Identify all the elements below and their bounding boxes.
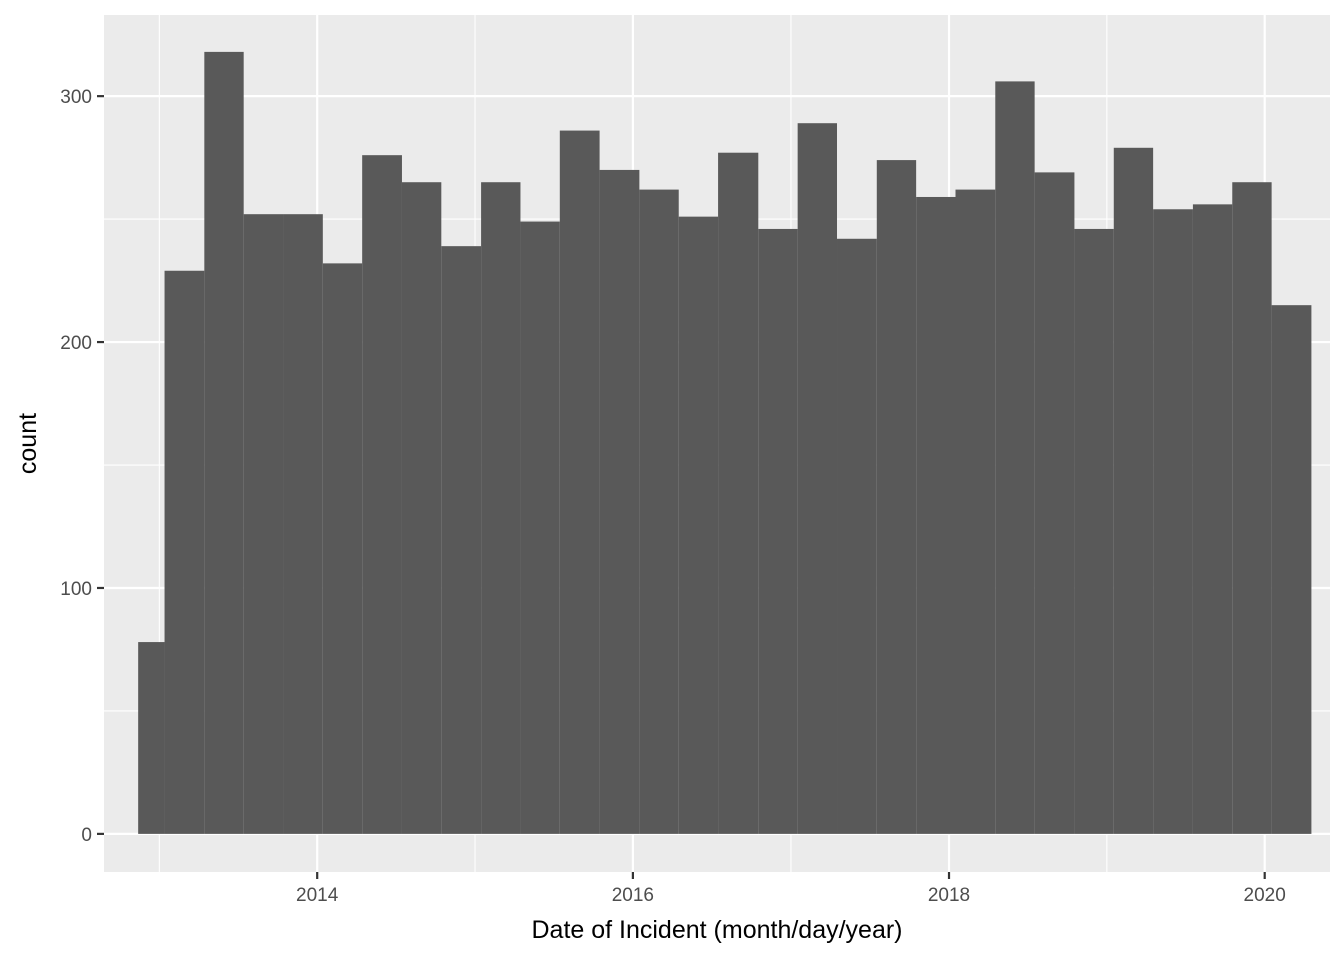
- histogram-bar: [955, 189, 996, 834]
- histogram-bar: [718, 152, 759, 834]
- histogram-bar: [639, 189, 679, 834]
- histogram-bar: [204, 51, 244, 834]
- histogram-bar: [995, 81, 1035, 834]
- histogram-bar: [1271, 305, 1312, 834]
- histogram-bar: [758, 228, 798, 834]
- histogram-bar: [441, 246, 482, 834]
- histogram-bar: [599, 169, 640, 834]
- histogram-bar: [1034, 172, 1075, 834]
- histogram-bar: [401, 182, 442, 834]
- y-tick-label: 0: [81, 825, 92, 846]
- y-axis-title: count: [14, 413, 42, 474]
- x-tick-label: 2014: [296, 885, 339, 906]
- histogram-bar: [481, 182, 521, 834]
- histogram-bar: [1153, 209, 1193, 834]
- y-axis: 0 100 200 300: [60, 87, 104, 846]
- histogram-bar: [1232, 182, 1272, 834]
- y-tick-label: 300: [60, 87, 92, 108]
- x-tick-label: 2018: [928, 885, 970, 906]
- histogram-bar: [243, 214, 284, 834]
- histogram-bar: [520, 221, 560, 834]
- y-tick-label: 100: [60, 579, 92, 600]
- histogram-bar: [362, 155, 402, 834]
- x-axis-title: Date of Incident (month/day/year): [531, 916, 902, 944]
- y-tick-label: 200: [60, 333, 92, 354]
- histogram-bar: [1074, 228, 1114, 834]
- x-tick-label: 2016: [612, 885, 654, 906]
- histogram-bar: [678, 216, 719, 834]
- histogram-bar: [559, 130, 600, 834]
- histogram-bar: [138, 642, 165, 834]
- histogram-bar: [164, 270, 205, 834]
- x-axis: 2014 2016 2018 2020: [296, 872, 1286, 906]
- histogram-bar: [916, 196, 956, 834]
- histogram-bar: [322, 263, 363, 834]
- x-tick-label: 2020: [1244, 885, 1286, 906]
- histogram-bar: [1113, 147, 1154, 834]
- histogram-bars: [138, 51, 1312, 834]
- histogram-bar: [797, 123, 838, 834]
- histogram-bar: [876, 160, 917, 834]
- histogram-bar: [1192, 204, 1233, 834]
- histogram-bar: [283, 214, 323, 834]
- histogram-bar: [837, 238, 877, 834]
